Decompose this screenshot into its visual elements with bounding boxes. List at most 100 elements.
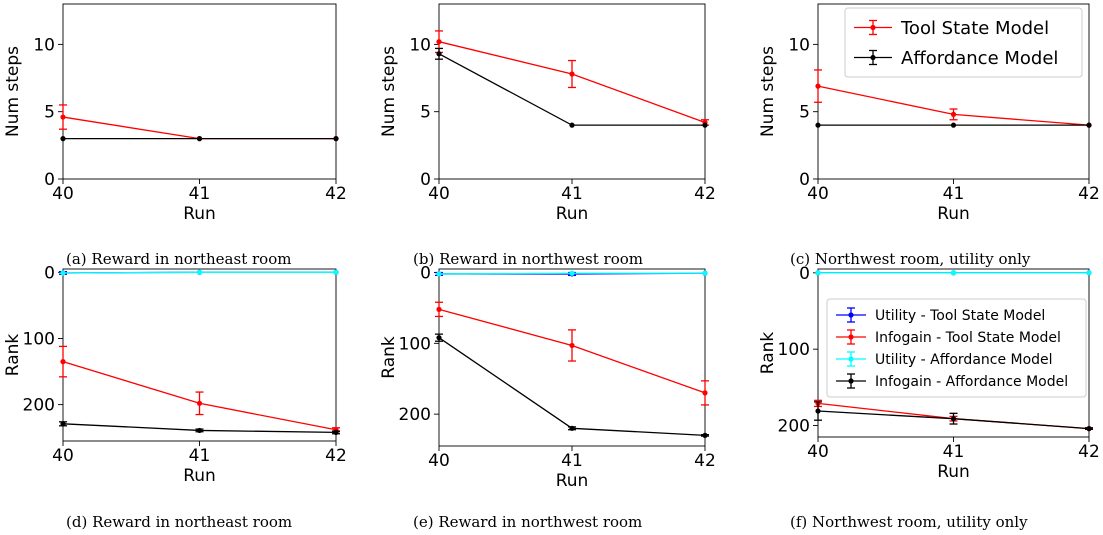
legend-marker	[848, 378, 854, 384]
data-point	[333, 136, 339, 142]
caption-a: (a) Reward in northeast room	[66, 250, 292, 268]
x-axis-label: Run	[556, 471, 589, 491]
data-point	[950, 122, 957, 128]
y-axis-label: Rank	[758, 332, 778, 375]
data-point	[333, 429, 339, 435]
data-point	[569, 342, 575, 349]
y-tick-label: 0	[420, 170, 431, 190]
series-2	[815, 270, 1092, 276]
data-point	[436, 39, 442, 45]
x-axis-label: Run	[937, 462, 970, 482]
data-point	[60, 359, 66, 365]
axes-frame-a	[62, 3, 337, 180]
data-point	[196, 269, 203, 275]
x-tick-label: 41	[561, 184, 583, 204]
series-3	[435, 333, 709, 438]
data-point	[60, 270, 66, 276]
data-point	[60, 421, 66, 427]
y-tick-label: 0	[44, 263, 55, 283]
data-point	[950, 416, 957, 422]
y-tick-label: 5	[44, 103, 55, 123]
y-tick-label: 100	[23, 329, 55, 349]
data-point	[333, 269, 339, 275]
legend-box	[844, 7, 1083, 78]
x-tick-label: 42	[1078, 184, 1100, 204]
x-tick-label: 42	[694, 184, 716, 204]
y-tick-label: 200	[778, 417, 810, 437]
y-axis-label: Num steps	[758, 46, 778, 137]
legend-entry: Utility - Affordance Model	[875, 352, 1053, 368]
data-point	[196, 136, 203, 142]
data-point	[196, 427, 203, 434]
data-point	[815, 83, 821, 89]
x-tick-label: 40	[428, 451, 450, 471]
data-point	[815, 408, 821, 414]
axes-frame-d	[62, 268, 337, 442]
x-tick-label: 42	[325, 446, 347, 466]
data-point	[436, 51, 442, 57]
data-point	[702, 432, 708, 438]
series-2	[60, 269, 339, 276]
series-1	[59, 345, 340, 433]
series-3	[814, 401, 1093, 432]
x-tick-label: 41	[189, 446, 211, 466]
data-point	[950, 111, 957, 117]
data-point	[950, 270, 957, 276]
x-tick-label: 42	[325, 184, 347, 204]
y-tick-label: 100	[399, 334, 431, 354]
y-tick-label: 5	[799, 103, 810, 123]
legend-marker	[870, 54, 876, 61]
data-point	[436, 335, 442, 341]
series-3	[59, 421, 340, 435]
y-tick-label: 0	[420, 264, 431, 284]
data-point	[569, 71, 575, 77]
legend-f: Utility - Tool State Model Infogain - Too…	[826, 298, 1087, 398]
data-point	[436, 306, 442, 312]
y-axis-label: Rank	[3, 334, 23, 377]
y-tick-label: 200	[399, 405, 431, 425]
series-1	[435, 301, 709, 406]
data-point	[569, 270, 575, 276]
x-axis-label: Run	[183, 466, 216, 486]
x-tick-label: 42	[1078, 442, 1100, 462]
series-0	[435, 30, 709, 126]
legend-box	[826, 298, 1087, 398]
data-point	[815, 122, 821, 128]
y-tick-label: 10	[409, 35, 431, 55]
x-axis-label: Run	[183, 204, 216, 224]
data-point	[569, 425, 575, 431]
x-tick-label: 41	[561, 451, 583, 471]
chart-c: 40 41 42 0 5 10 Run Num steps Tool State Model Af…	[758, 3, 1100, 224]
data-point	[60, 136, 66, 142]
x-tick-label: 41	[943, 184, 965, 204]
y-tick-label: 200	[23, 396, 55, 416]
legend-entry: Infogain - Affordance Model	[875, 374, 1068, 390]
series-1	[815, 122, 1092, 128]
x-tick-label: 41	[943, 442, 965, 462]
y-axis-label: Num steps	[3, 46, 23, 137]
y-axis-label: Num steps	[379, 46, 399, 137]
chart-b: 40 41 42 0 5 10 Run Num steps	[379, 3, 716, 224]
y-tick-label: 100	[778, 340, 810, 360]
data-point	[1086, 426, 1092, 432]
caption-d: (d) Reward in northeast room	[66, 513, 293, 531]
x-tick-label: 40	[807, 184, 829, 204]
y-tick-label: 0	[44, 170, 55, 190]
data-point	[196, 400, 203, 406]
data-point	[702, 390, 708, 396]
y-tick-label: 10	[33, 35, 55, 55]
series-0	[814, 69, 1092, 128]
chart-f: 40 41 42 0 100 200 Run Rank Utility - Tool State…	[758, 264, 1100, 482]
series-line	[62, 116, 336, 140]
legend-entry: Affordance Model	[901, 48, 1058, 69]
x-tick-label: 40	[52, 184, 74, 204]
chart-d: 40 41 42 0 100 200 Run Rank	[3, 263, 347, 486]
data-point	[60, 114, 66, 120]
data-point	[815, 270, 821, 276]
legend-marker	[848, 334, 854, 340]
x-tick-label: 41	[189, 184, 211, 204]
caption-c: (c) Northwest room, utility only	[790, 250, 1031, 268]
caption-e: (e) Reward in northwest room	[413, 513, 643, 531]
y-axis-label: Rank	[379, 336, 399, 379]
